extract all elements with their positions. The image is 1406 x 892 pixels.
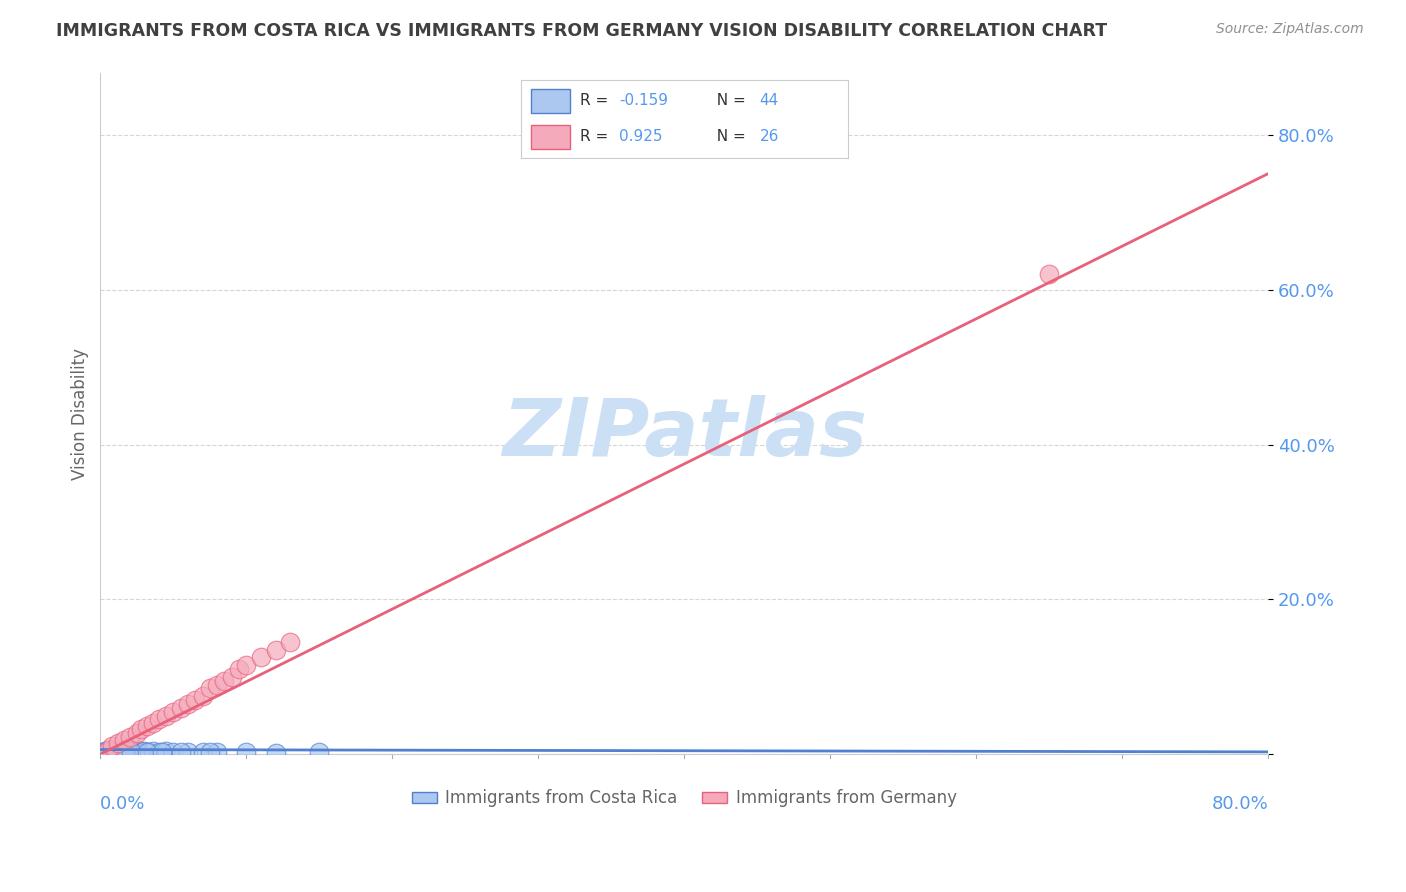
Point: [93, 744, 115, 758]
Point: [214, 673, 236, 688]
Point: [155, 708, 177, 723]
Point: [1038, 267, 1060, 281]
Point: [177, 697, 200, 711]
Point: [120, 745, 142, 759]
Point: [250, 650, 273, 665]
Point: [134, 744, 156, 758]
Point: [235, 658, 257, 673]
Point: [264, 642, 287, 657]
Point: [162, 745, 184, 759]
Point: [96, 745, 118, 759]
Point: [138, 745, 160, 759]
Point: [184, 693, 207, 707]
Point: [235, 745, 257, 759]
Point: [169, 700, 191, 714]
Point: [103, 743, 125, 757]
Point: [155, 744, 177, 758]
Point: [198, 745, 221, 759]
Legend: Immigrants from Costa Rica, Immigrants from Germany: Immigrants from Costa Rica, Immigrants f…: [405, 782, 963, 814]
Point: [112, 733, 135, 747]
Text: Source: ZipAtlas.com: Source: ZipAtlas.com: [1216, 22, 1364, 37]
Point: [117, 744, 139, 758]
Point: [162, 705, 184, 719]
Point: [91, 745, 114, 759]
Point: [107, 746, 129, 760]
Point: [125, 725, 148, 739]
Point: [105, 744, 128, 758]
Point: [105, 744, 128, 758]
Point: [148, 745, 170, 759]
Point: [100, 744, 122, 758]
Point: [101, 746, 124, 760]
Point: [205, 677, 228, 691]
Point: [278, 635, 301, 649]
Point: [124, 745, 146, 759]
Point: [118, 746, 141, 760]
Point: [191, 689, 214, 703]
Y-axis label: Vision Disability: Vision Disability: [72, 348, 89, 480]
Text: IMMIGRANTS FROM COSTA RICA VS IMMIGRANTS FROM GERMANY VISION DISABILITY CORRELAT: IMMIGRANTS FROM COSTA RICA VS IMMIGRANTS…: [56, 22, 1108, 40]
Point: [112, 745, 135, 759]
Point: [127, 743, 149, 757]
Point: [96, 746, 118, 760]
Point: [264, 746, 287, 760]
Text: ZIPatlas: ZIPatlas: [502, 395, 866, 473]
Text: 0.0%: 0.0%: [100, 795, 146, 814]
Point: [221, 670, 243, 684]
Point: [129, 723, 152, 737]
Point: [191, 745, 214, 759]
Text: 80.0%: 80.0%: [1212, 795, 1268, 814]
Point: [104, 745, 127, 759]
Point: [142, 716, 165, 731]
Point: [97, 743, 120, 757]
Point: [150, 745, 173, 759]
Point: [97, 743, 120, 757]
Point: [114, 743, 136, 757]
Point: [142, 744, 165, 758]
Point: [110, 745, 132, 759]
Point: [129, 745, 152, 759]
Point: [205, 745, 228, 759]
Point: [136, 745, 159, 759]
Point: [111, 744, 134, 758]
Point: [112, 746, 135, 760]
Point: [98, 745, 121, 759]
Point: [308, 745, 330, 759]
Point: [108, 743, 131, 757]
Point: [100, 744, 122, 758]
Point: [148, 712, 170, 726]
Point: [177, 745, 200, 759]
Point: [228, 662, 250, 676]
Point: [169, 745, 191, 759]
Point: [115, 745, 138, 759]
Point: [121, 744, 143, 758]
Point: [198, 681, 221, 696]
Point: [101, 739, 124, 754]
Point: [118, 730, 141, 744]
Point: [136, 719, 159, 733]
Point: [107, 736, 129, 750]
